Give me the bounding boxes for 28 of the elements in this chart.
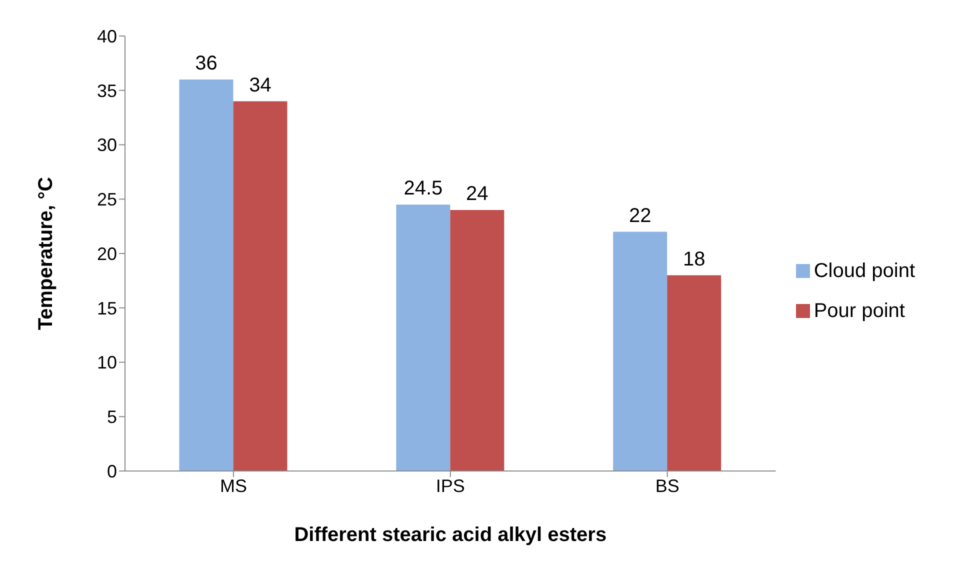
y-tick-label: 5 <box>106 407 117 428</box>
data-label: 18 <box>682 248 706 270</box>
y-tick-label: 15 <box>96 298 117 318</box>
x-tick-label: MS <box>220 476 247 496</box>
data-label: 22 <box>628 204 652 227</box>
bar <box>233 101 288 471</box>
y-tick-label: 10 <box>96 352 117 373</box>
bar <box>450 210 504 471</box>
bar <box>613 232 668 471</box>
legend-label: Pour point <box>814 300 905 322</box>
data-label: 24 <box>466 183 488 205</box>
legend-label: Cloud point <box>814 260 915 282</box>
bar <box>179 80 234 471</box>
x-tick-label: BS <box>655 476 680 496</box>
y-tick-label: 0 <box>106 461 117 482</box>
y-axis-title: Temperature, °C <box>35 176 58 330</box>
bar <box>396 204 450 471</box>
bar <box>667 275 722 471</box>
data-label: 34 <box>249 74 272 96</box>
x-tick-label: IPS <box>436 476 465 496</box>
y-tick-label: 25 <box>96 190 117 210</box>
y-tick-label: 40 <box>96 26 117 46</box>
data-label: 24.5 <box>404 178 443 200</box>
y-tick-label: 30 <box>96 135 117 156</box>
x-axis-title: Different stearic acid alkyl esters <box>294 524 607 546</box>
y-tick-label: 35 <box>96 80 117 101</box>
data-label: 36 <box>195 52 218 74</box>
y-tick-label: 20 <box>96 244 117 264</box>
